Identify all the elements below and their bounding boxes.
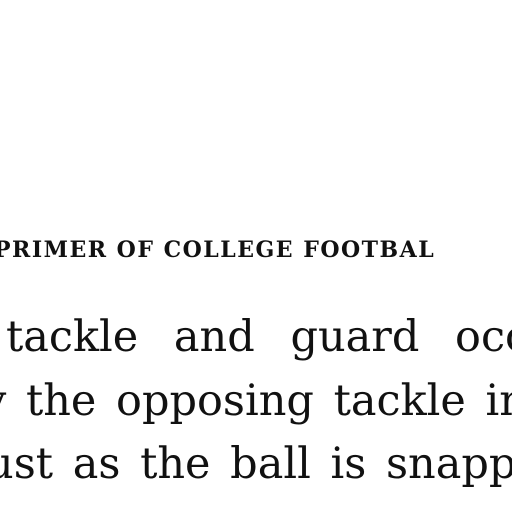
- text-line-1: tackle and guard occa: [6, 312, 512, 362]
- text-line-3: ust as the ball is snapped: [0, 439, 512, 489]
- text-line-2: y the opposing tackle in.: [0, 376, 512, 426]
- running-head: PRIMER OF COLLEGE FOOTBAL: [0, 237, 436, 263]
